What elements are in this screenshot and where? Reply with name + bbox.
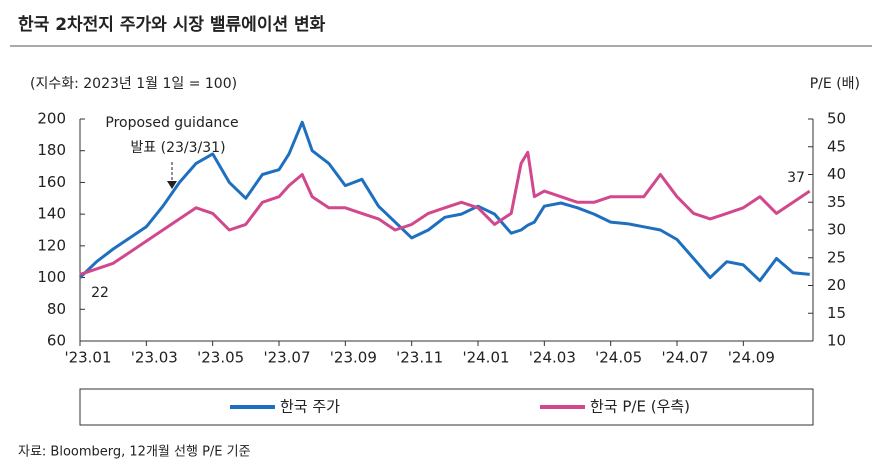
x-tick-label: '24.03 — [529, 349, 576, 367]
y2-tick-label: 25 — [827, 248, 846, 266]
x-tick-label: '23.01 — [64, 349, 111, 367]
annotation-arrow — [167, 181, 177, 189]
y-tick-label: 180 — [37, 141, 66, 159]
y-tick-label: 80 — [47, 300, 66, 318]
y2-tick-label: 20 — [827, 276, 846, 294]
y2-tick-label: 35 — [827, 193, 846, 211]
x-tick-label: '23.11 — [396, 349, 443, 367]
x-tick-label: '23.05 — [197, 349, 244, 367]
legend-box — [79, 388, 814, 426]
y-tick-label: 120 — [37, 236, 66, 254]
x-tick-label: '23.03 — [131, 349, 178, 367]
x-tick-label: '24.01 — [462, 349, 509, 367]
y-tick-label: 100 — [37, 268, 66, 286]
y-tick-label: 200 — [37, 110, 66, 128]
y2-tick-label: 15 — [827, 304, 846, 322]
y-tick-label: 140 — [37, 205, 66, 223]
y2-tick-label: 45 — [827, 137, 846, 155]
series-line — [79, 150, 811, 276]
y-tick-label: 160 — [37, 173, 66, 191]
x-tick-label: '24.09 — [728, 349, 775, 367]
x-tick-label: '24.05 — [595, 349, 642, 367]
x-tick-label: '23.09 — [330, 349, 377, 367]
legend-label: 한국 P/E (우측) — [590, 398, 690, 416]
y2-tick-label: 50 — [827, 110, 846, 128]
y2-tick-label: 40 — [827, 165, 846, 183]
y2-tick-label: 10 — [827, 332, 846, 350]
legend-label: 한국 주가 — [280, 398, 340, 416]
chart-title: 한국 2차전지 주가와 시장 밸류에이션 변화 — [18, 15, 326, 35]
series-line — [78, 120, 810, 283]
annotation: 37 — [787, 170, 805, 186]
y-tick-label: 60 — [47, 332, 66, 350]
x-tick-label: '24.07 — [661, 349, 708, 367]
source: 자료: Bloomberg, 12개월 선행 P/E 기준 — [18, 444, 251, 460]
annotation: 22 — [91, 285, 109, 301]
annotation: 발표 (23/3/31) — [130, 140, 225, 156]
annotation: Proposed guidance — [105, 115, 238, 131]
subtitle: (지수화: 2023년 1월 1일 = 100) — [30, 76, 237, 92]
y2-tick-label: 30 — [827, 221, 846, 239]
y2-label: P/E (배) — [810, 76, 860, 92]
x-tick-label: '23.07 — [263, 349, 310, 367]
